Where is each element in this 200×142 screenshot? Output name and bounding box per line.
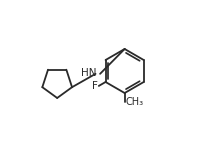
Text: HN: HN: [81, 68, 96, 78]
Text: F: F: [91, 81, 97, 91]
Text: CH₃: CH₃: [125, 97, 143, 107]
